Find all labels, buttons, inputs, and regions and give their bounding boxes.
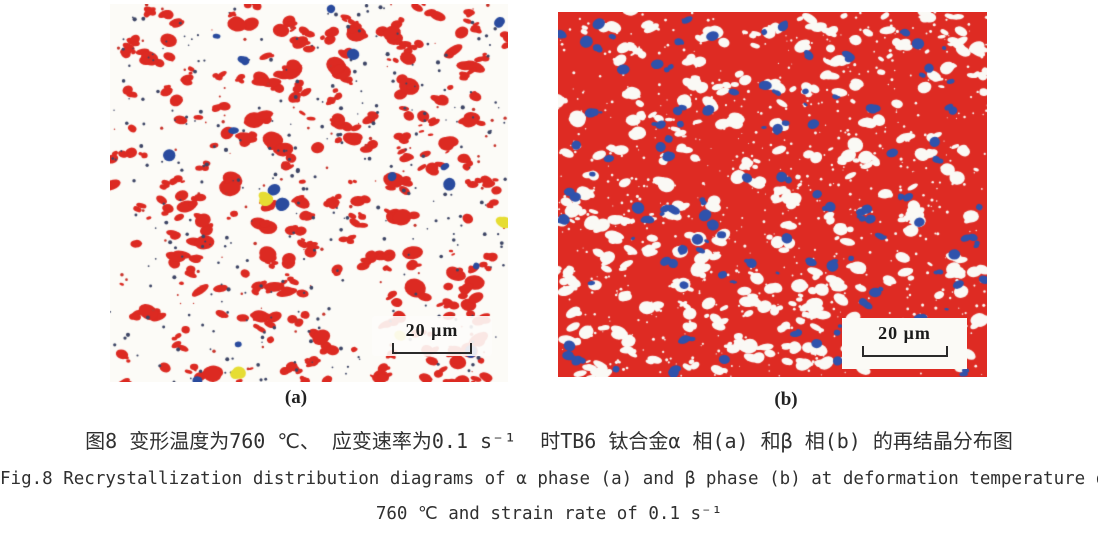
- scale-bar-a: 20 μm: [372, 316, 492, 356]
- scale-bar-b-bracket: [861, 346, 948, 357]
- figure-caption-chinese: 图8 变形温度为760 ℃、 应变速率为0.1 s⁻¹ 时TB6 钛合金α 相(…: [85, 429, 1013, 453]
- beta-phase-micrograph: [558, 12, 987, 377]
- panel-label-a: (a): [284, 387, 308, 408]
- scale-bar-a-bracket: [392, 343, 472, 354]
- micrograph-panel-a: 20 μm: [110, 4, 508, 382]
- scale-bar-a-label: 20 μm: [405, 320, 459, 340]
- micrograph-panel-b: 20 μm: [558, 12, 987, 377]
- panel-label-b: (b): [774, 389, 798, 410]
- figure-caption-english-line1: Fig.8 Recrystallization distribution dia…: [0, 469, 1098, 489]
- scale-bar-b-label: 20 μm: [878, 323, 931, 343]
- figure-caption-english-line2: 760 ℃ and strain rate of 0.1 s⁻¹: [375, 504, 723, 524]
- scale-bar-b: 20 μm: [842, 318, 967, 369]
